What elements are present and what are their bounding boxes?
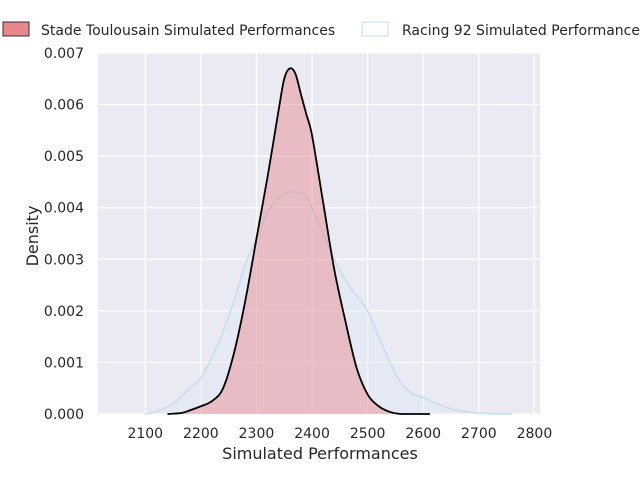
y-axis-ticks: 0.000 0.001 0.002 0.003 0.004 0.005 0.006 0.007: [44, 46, 84, 423]
density-line-racing-92: [145, 191, 513, 415]
y-tick-label-1: 0.001: [44, 355, 84, 371]
density-area-stade-toulousain: [167, 68, 430, 414]
plot-area: [98, 53, 540, 414]
x-tick-label-0: 2100: [127, 426, 163, 442]
density-area-racing-92: [145, 191, 513, 414]
legend-label-stade-toulousain: Stade Toulousain Simulated Performances: [41, 23, 335, 39]
y-tick-label-3: 0.003: [44, 252, 84, 268]
x-tick-label-2: 2300: [239, 426, 275, 442]
legend-swatch-stade-toulousain: [2, 21, 30, 37]
x-axis-label: Simulated Performances: [222, 444, 418, 463]
x-tick-label-5: 2600: [405, 426, 441, 442]
y-tick-label-5: 0.005: [44, 149, 84, 165]
y-tick-label-0: 0.000: [44, 407, 84, 423]
series-layer: [145, 67, 513, 415]
density-line-stade-toulousain: [167, 67, 430, 415]
x-axis-ticks: 2100 2200 2300 2400 2500 2600 2700 2800: [127, 426, 552, 442]
x-tick-label-3: 2400: [294, 426, 330, 442]
y-tick-label-4: 0.004: [44, 201, 84, 217]
x-tick-label-6: 2700: [461, 426, 497, 442]
x-tick-label-7: 2800: [517, 426, 553, 442]
x-tick-label-1: 2200: [183, 426, 219, 442]
x-tick-label-4: 2500: [350, 426, 386, 442]
y-tick-label-2: 0.002: [44, 304, 84, 320]
y-axis-label: Density: [23, 206, 42, 267]
y-tick-label-7: 0.007: [44, 46, 84, 62]
legend: Stade Toulousain Simulated Performances …: [2, 21, 640, 39]
legend-label-racing-92: Racing 92 Simulated Performances: [402, 23, 640, 39]
legend-swatch-racing-92: [361, 21, 389, 37]
y-tick-label-6: 0.006: [44, 98, 84, 114]
